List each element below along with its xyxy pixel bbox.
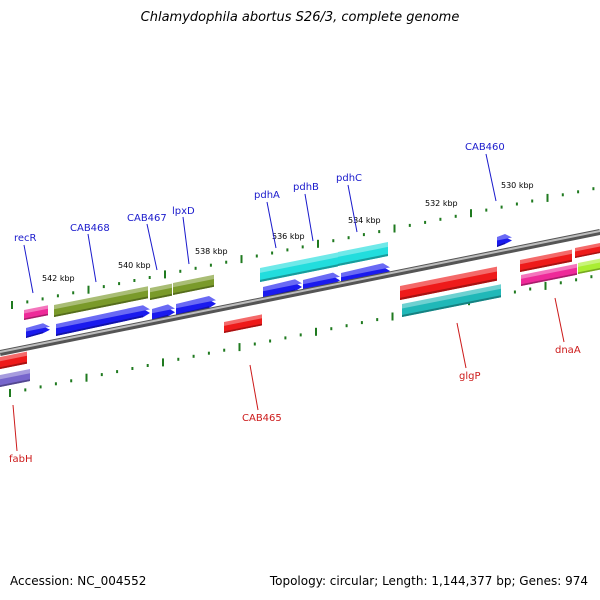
gene-CAB467-bar [150,283,172,300]
gene-recR-arrow [26,323,50,338]
kbp-label-538: 538 kbp [195,247,228,256]
gene-label-recR: recR [14,233,37,244]
leader-pdhB [304,193,314,242]
gene-features [0,234,600,387]
leader-CAB465 [249,364,259,411]
gene-label-CAB460: CAB460 [465,142,505,153]
kbp-label-530: 530 kbp [501,181,534,190]
gene-glgP-bar [400,266,497,300]
genome-backbone-highlight [0,230,600,353]
tick-marks [9,187,595,397]
gene-CAB468-bar [54,286,148,317]
leader-pdhC [347,184,358,233]
gene-label-lpxD: lpxD [172,206,195,217]
gene-right-red-bar [575,243,600,258]
accession-text: Accession: NC_004552 [10,574,147,588]
leader-CAB460 [485,153,497,202]
leader-fabH [12,404,18,452]
gene-label-CAB467: CAB467 [127,213,167,224]
leader-CAB468 [87,233,97,283]
gene-label-dnaA: dnaA [555,345,581,356]
gene-label-CAB465: CAB465 [242,413,282,424]
gene-fabH-bar [0,369,30,387]
gene-CAB468-arrow [56,305,150,336]
gene-dnaA-bar [520,249,572,272]
gene-glgP-teal-bar [402,284,501,317]
kbp-label-540: 540 kbp [118,261,151,270]
gene-label-pdhA: pdhA [254,190,280,201]
gene-label-pdhB: pdhB [293,182,319,193]
kbp-label-536: 536 kbp [272,232,305,241]
leader-dnaA [554,297,565,343]
kbp-label-534: 534 kbp [348,216,381,225]
gene-label-glgP: glgP [459,371,481,382]
gene-fabH-red-bar [0,351,27,369]
kbp-label-542: 542 kbp [42,274,75,283]
leader-lpxD [182,216,190,265]
gene-label-pdhC: pdhC [336,173,362,184]
gene-CAB465-bar [224,314,262,333]
gene-label-fabH: fabH [9,454,33,465]
gene-CAB460-arrow [497,234,512,247]
gene-pdhC-bar [338,242,388,266]
gene-recR-bar [24,305,48,320]
page-title: Chlamydophila abortus S26/3, complete ge… [140,10,460,25]
gene-right-lime-bar [578,258,600,274]
kbp-label-532: 532 kbp [425,199,458,208]
leader-CAB467 [146,223,158,271]
gene-lpxD-bar [173,274,214,295]
leader-pdhA [266,201,277,249]
leader-glgP [456,322,467,369]
gene-label-CAB468: CAB468 [70,223,110,234]
gene-dnaA-lower-bar [521,263,577,286]
leader-recR [23,244,34,294]
gene-pdhA-bar [260,252,338,282]
genome-stats-text: Topology: circular; Length: 1,144,377 bp… [269,574,588,588]
